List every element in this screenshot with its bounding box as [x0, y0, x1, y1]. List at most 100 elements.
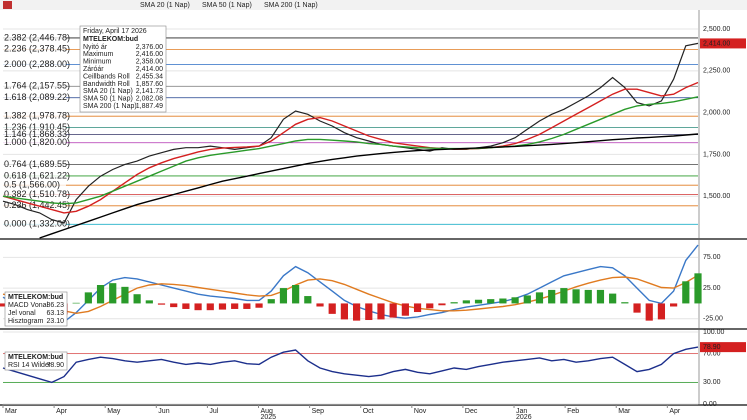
histogram-bar: [523, 295, 531, 304]
legend-value: 86.23: [46, 302, 64, 309]
y-tick-label: 1,750.00: [703, 151, 730, 158]
series-line: [2, 42, 699, 224]
histogram-bar: [389, 303, 397, 318]
legend-bg: [4, 291, 68, 327]
x-tick-label: Mar: [618, 408, 631, 415]
legend-name: Jel vonal: [8, 310, 36, 317]
info-date: Friday, April 17 2026: [83, 28, 147, 35]
logo-icon[interactable]: [3, 1, 12, 9]
histogram-bar: [535, 292, 544, 304]
level-label-bg: [2, 180, 66, 190]
level-label-bg: [2, 219, 66, 229]
y-tick-label: 1,500.00: [703, 193, 730, 200]
histogram-bar: [682, 281, 690, 304]
histogram-bar: [609, 293, 617, 304]
x-tick-label: Dec: [465, 408, 478, 415]
y-tick-label: 75.00: [703, 254, 721, 261]
histogram-bar: [596, 289, 605, 304]
histogram-bar: [157, 303, 166, 305]
histogram-bar: [450, 302, 458, 304]
histogram-bar: [218, 303, 227, 310]
histogram-bar: [72, 302, 80, 304]
info-value: 1,887.49: [136, 103, 163, 110]
histogram-bar: [145, 300, 153, 304]
level-label-bg: [2, 32, 66, 42]
level-label-bg: [2, 159, 66, 169]
x-tick-label: Nov: [414, 408, 427, 415]
histogram-bar: [96, 285, 105, 304]
info-value: 2,416.00: [136, 51, 163, 58]
x-tick-label: Sep: [312, 408, 325, 415]
level-label-bg: [2, 189, 66, 199]
level-label: 0.000 (1,332.00): [4, 219, 70, 229]
histogram-bar: [621, 302, 629, 304]
x-tick-label: May: [107, 408, 121, 415]
histogram-bar: [511, 297, 519, 304]
info-key: Minimum: [83, 59, 112, 66]
level-label: 1.236 (1,910.45): [4, 122, 70, 132]
y-tick-label: 70.00: [703, 350, 721, 357]
histogram-bar: [243, 303, 251, 309]
info-key: Maximum: [83, 51, 114, 58]
level-label-bg: [2, 137, 66, 147]
legend-value: 78.90: [46, 362, 64, 369]
histogram-bar: [560, 288, 568, 304]
legend-value: 23.10: [46, 318, 64, 325]
info-value: 2,414.00: [136, 66, 163, 73]
last-value-label: 2,414.00: [703, 40, 730, 47]
histogram-bar: [109, 283, 117, 304]
info-key: Nyitó ár: [83, 44, 108, 51]
histogram-bar: [170, 303, 178, 308]
info-box-bg: [79, 25, 167, 113]
histogram-bar: [121, 286, 129, 304]
last-value-badge: [700, 342, 746, 353]
level-label-bg: [2, 59, 66, 69]
histogram-bar: [670, 303, 678, 307]
x-tick-label: Oct: [363, 408, 374, 415]
legend-value: 63.13: [46, 310, 64, 317]
legend-name: Hisztogram: [8, 318, 44, 325]
histogram-bar: [194, 303, 202, 311]
histogram-bar: [133, 294, 141, 304]
histogram-bar: [231, 303, 239, 309]
legend-entry: SMA 20 (1 Nap): [140, 2, 190, 9]
histogram-bar: [584, 289, 592, 304]
level-label-bg: [2, 170, 66, 180]
info-key: SMA 200 (1 Nap): [83, 103, 137, 110]
info-value: 2,082.08: [136, 96, 163, 103]
histogram-bar: [340, 303, 348, 320]
y-tick-label: 2,000.00: [703, 109, 730, 116]
histogram-bar: [645, 303, 653, 321]
info-key: Záróár: [83, 66, 104, 73]
y-tick-label: 100.00: [703, 329, 725, 336]
histogram-bar: [328, 303, 336, 314]
info-value: 2,141.73: [136, 88, 163, 95]
histogram-bar: [401, 303, 409, 316]
level-label: 2.382 (2,446.78): [4, 32, 70, 42]
histogram-bar: [462, 300, 470, 304]
histogram-bar: [572, 289, 580, 304]
histogram-bar: [657, 303, 666, 320]
info-key: Ceillbands Roll: [83, 73, 130, 80]
info-key: SMA 50 (1 Nap): [83, 96, 133, 103]
histogram-bar: [0, 303, 7, 307]
series-line: [2, 81, 699, 214]
series-line: [2, 244, 699, 323]
series-line: [2, 96, 699, 205]
legend-bg: [4, 351, 68, 371]
info-value: 1,857.60: [136, 81, 163, 88]
x-tick-label: Jul: [209, 408, 218, 415]
level-label-bg: [2, 44, 66, 54]
histogram-bar: [255, 303, 263, 308]
legend-name: MACD Vonal: [8, 302, 49, 309]
info-value: 2,455.34: [136, 73, 163, 80]
histogram-bar: [365, 303, 373, 321]
histogram-bar: [426, 303, 434, 309]
level-label-bg: [2, 92, 66, 102]
histogram-bar: [474, 299, 483, 304]
last-value-label: 78.90: [703, 344, 721, 351]
y-tick-label: 30.00: [703, 379, 721, 386]
histogram-bar: [499, 298, 507, 304]
